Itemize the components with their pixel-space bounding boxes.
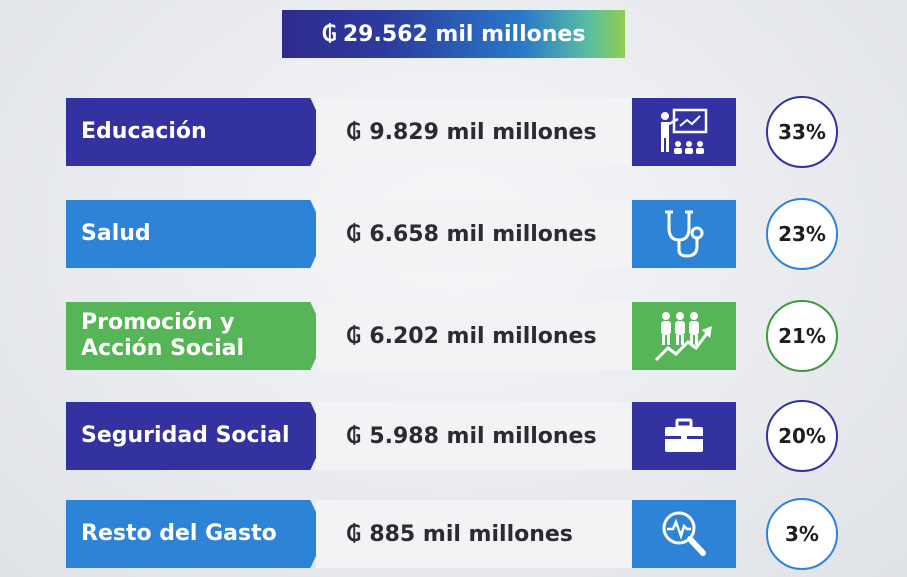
category-amount: 6.202 mil millones (369, 323, 597, 349)
currency-symbol: ₲ (346, 323, 362, 349)
percent-circle: 21% (766, 300, 838, 372)
percent-circle: 3% (766, 498, 838, 570)
briefcase-icon (632, 402, 736, 470)
category-amount-box: ₲ 6.202 mil millones (316, 302, 632, 370)
people-growth-icon (632, 302, 736, 370)
percent-circle: 23% (766, 198, 838, 270)
total-amount: 29.562 mil millones (342, 21, 586, 47)
currency-symbol: ₲ (346, 423, 362, 449)
currency-symbol: ₲ (346, 521, 362, 547)
category-label: Seguridad Social (66, 402, 326, 470)
percent-circle: 33% (766, 96, 838, 168)
currency-symbol: ₲ (321, 21, 337, 47)
total-banner: ₲ 29.562 mil millones (282, 10, 625, 58)
category-label: Salud (66, 200, 326, 268)
stethoscope-icon (632, 200, 736, 268)
teacher-classroom-icon (632, 98, 736, 166)
category-label: Educación (66, 98, 326, 166)
category-row-resto-del-gasto: Resto del Gasto ₲ 885 mil millones 3% (0, 498, 907, 570)
category-row-seguridad-social: Seguridad Social ₲ 5.988 mil millones 20… (0, 400, 907, 472)
currency-symbol: ₲ (346, 221, 362, 247)
category-amount-box: ₲ 6.658 mil millones (316, 200, 632, 268)
category-amount: 9.829 mil millones (369, 119, 597, 145)
category-amount: 6.658 mil millones (369, 221, 597, 247)
percent-circle: 20% (766, 400, 838, 472)
category-amount-box: ₲ 885 mil millones (316, 500, 632, 568)
category-amount-box: ₲ 9.829 mil millones (316, 98, 632, 166)
category-amount: 5.988 mil millones (369, 423, 597, 449)
category-amount: 885 mil millones (369, 521, 573, 547)
category-row-promocion: Promoción y Acción Social ₲ 6.202 mil mi… (0, 300, 907, 372)
category-label: Resto del Gasto (66, 500, 326, 568)
magnifier-pulse-icon (632, 500, 736, 568)
category-row-salud: Salud ₲ 6.658 mil millones 23% (0, 198, 907, 270)
category-label: Promoción y Acción Social (66, 302, 326, 370)
currency-symbol: ₲ (346, 119, 362, 145)
category-amount-box: ₲ 5.988 mil millones (316, 402, 632, 470)
category-row-educacion: Educación ₲ 9.829 mil millones 33% (0, 96, 907, 168)
